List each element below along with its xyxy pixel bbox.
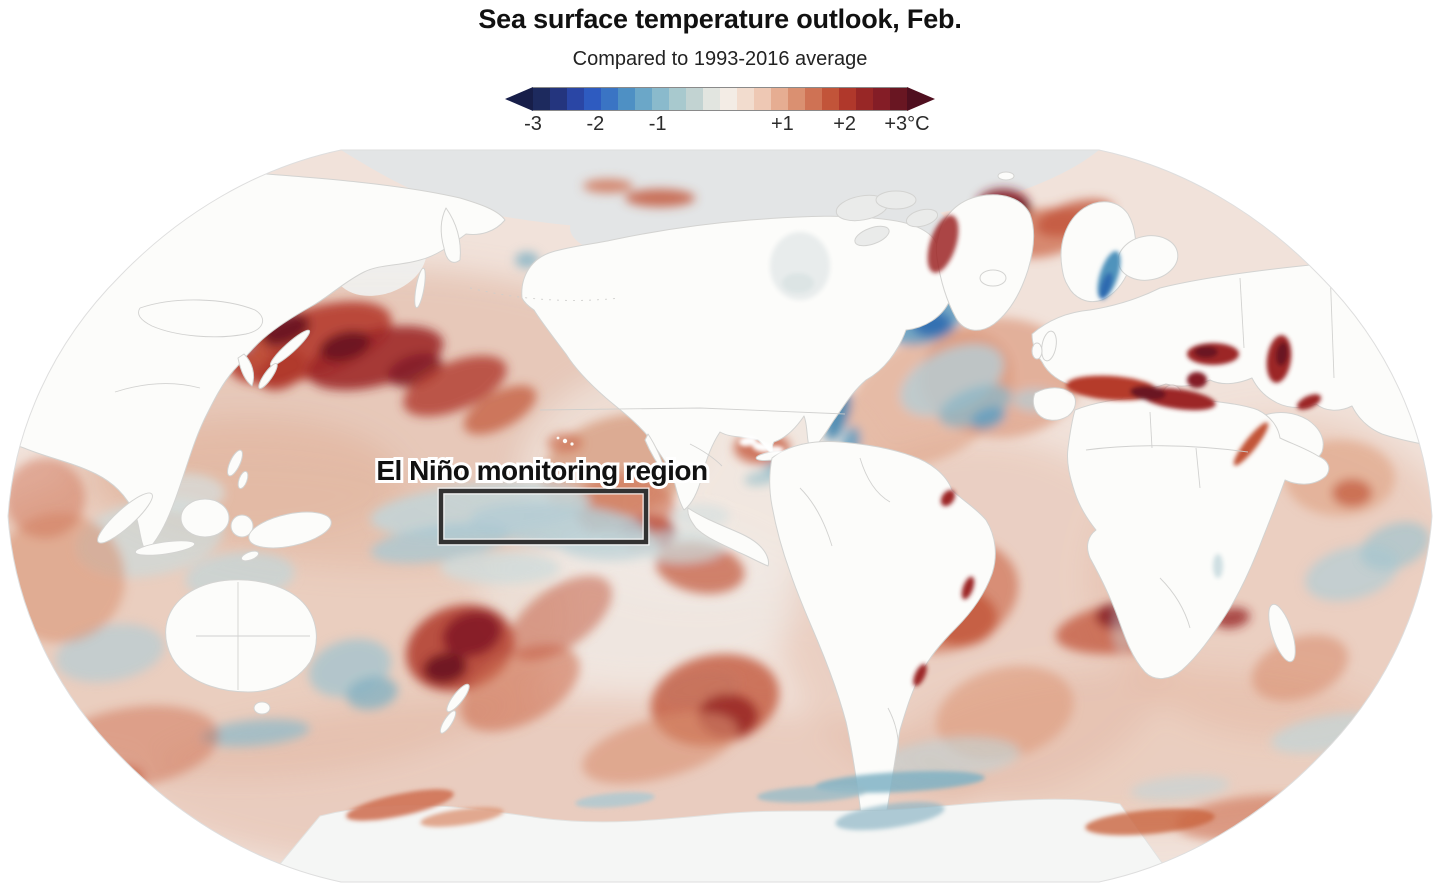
colorbar-tick: -2 [586, 113, 605, 135]
inland-seas-and-overlays [346, 215, 1322, 836]
colorbar-segment [652, 88, 669, 110]
iceland [979, 269, 1007, 287]
red-sea [1233, 422, 1269, 466]
kamchatka [440, 207, 461, 263]
ireland [1031, 342, 1043, 360]
temperature-colorbar [505, 87, 935, 111]
page-subtitle: Compared to 1993-2016 average [572, 48, 868, 70]
el-nino-annotation: El Niño monitoring region [373, 452, 711, 546]
new-guinea [248, 511, 332, 549]
colorbar-right-arrow [907, 87, 935, 111]
great-britain [1041, 330, 1057, 362]
new-zealand-north [446, 683, 470, 713]
colorbar-segment [720, 88, 737, 110]
timor [240, 550, 260, 562]
colorbar-tick: +1 [770, 113, 794, 135]
new-zealand-south [439, 710, 457, 734]
ross-sea-warm-streak [346, 789, 454, 821]
aleutian-islands [469, 287, 621, 301]
colorbar-tick: -3 [524, 113, 542, 135]
colorbar-tick: +3°C [884, 113, 930, 135]
colorbar-segment [550, 88, 567, 110]
colorbar-tick-labels: -3 -2 -1 +1 +2 +3°C [524, 113, 930, 139]
korea [237, 353, 255, 387]
colorbar-segments [533, 87, 907, 111]
colorbar-segment [822, 88, 839, 110]
colorbar-segment [754, 88, 771, 110]
colorbar-segment [601, 88, 618, 110]
persian-gulf [1296, 394, 1322, 410]
brazil-coast-warm [940, 489, 956, 507]
canadian-arctic-islands [835, 190, 939, 247]
world-map-svg: El Niño monitoring region [7, 149, 1433, 883]
colorbar-segment [788, 88, 805, 110]
colorbar-tick: +2 [833, 113, 857, 135]
colorbar-segment [856, 88, 873, 110]
great-lakes [739, 435, 757, 447]
north-america [521, 215, 954, 511]
colorbar-segment [890, 88, 907, 110]
greenland-coast-warm [927, 215, 959, 273]
colorbar-segment [567, 88, 584, 110]
colorbar-segment [805, 88, 822, 110]
annotation-label: El Niño monitoring region [376, 455, 707, 486]
philippines [227, 449, 243, 477]
continents [8, 166, 1432, 882]
central-america [687, 507, 769, 567]
borneo [180, 498, 230, 538]
hawaii [556, 436, 574, 446]
colorbar-left-arrow [505, 87, 533, 111]
projection-outline [7, 149, 1433, 883]
africa [1067, 397, 1330, 679]
aegean-sea [1187, 372, 1207, 388]
svalbard [997, 171, 1015, 181]
colorbar-segment [533, 88, 550, 110]
sakhalin [414, 267, 426, 309]
colorbar-segment [618, 88, 635, 110]
colorbar-segment [737, 88, 754, 110]
sulawesi [230, 514, 254, 538]
colorbar-segment [873, 88, 890, 110]
sumatra [97, 492, 153, 544]
colorbar-segment [686, 88, 703, 110]
colorbar-segment [771, 88, 788, 110]
page-title: Sea surface temperature outlook, Feb. [478, 4, 962, 34]
colorbar-segment [669, 88, 686, 110]
tasmania [253, 701, 271, 715]
african-lakes [1213, 554, 1223, 578]
java [134, 540, 196, 556]
south-america [769, 441, 996, 865]
madagascar [1268, 603, 1296, 663]
colorbar-segment [839, 88, 856, 110]
baja-california [644, 433, 667, 475]
colorbar-segment [584, 88, 601, 110]
monitoring-box [438, 488, 649, 545]
world-map: El Niño monitoring region [0, 148, 1440, 887]
japan-kyushu [258, 363, 278, 389]
country-borders [114, 267, 1335, 759]
colorbar-segment [703, 88, 720, 110]
iberia [1032, 387, 1076, 421]
japan-honshu [269, 329, 311, 367]
colorbar-tick: -1 [648, 113, 667, 135]
philippines-south [237, 470, 249, 490]
colorbar-segment [635, 88, 652, 110]
